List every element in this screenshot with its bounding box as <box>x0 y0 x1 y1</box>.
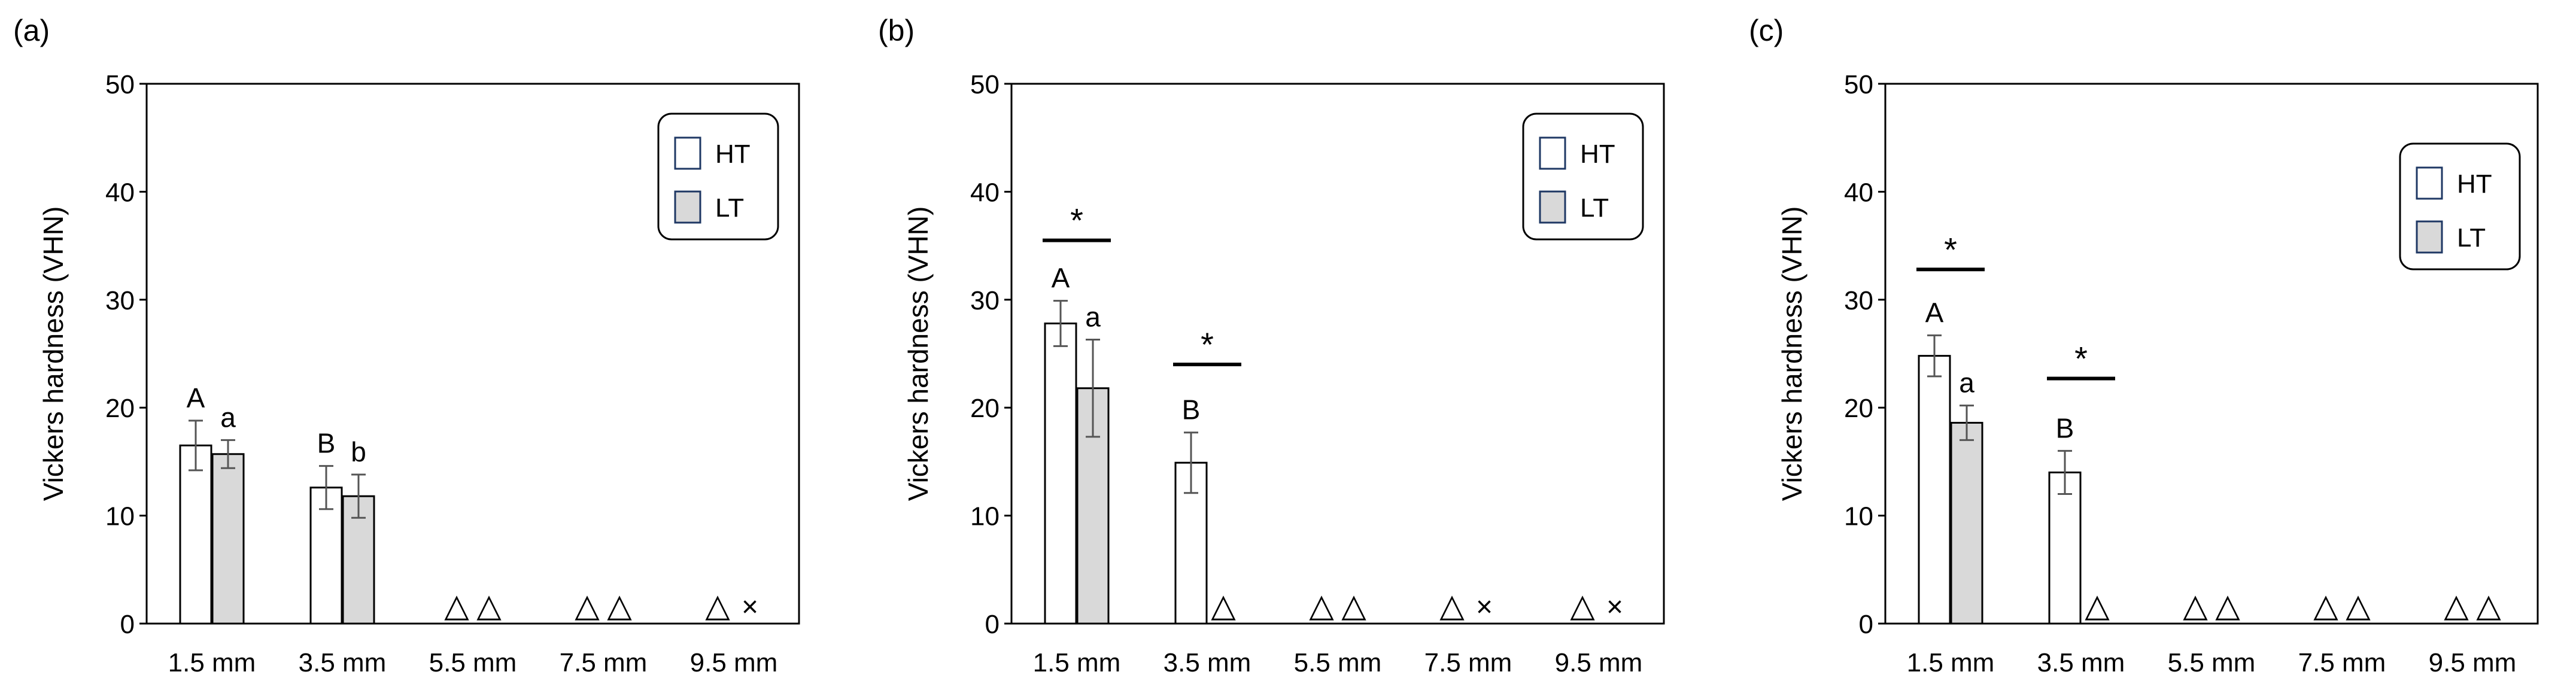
x-tick-label: 3.5 mm <box>2037 648 2125 677</box>
missing-marker: △ <box>2183 588 2208 624</box>
x-tick-label: 9.5 mm <box>1555 648 1643 677</box>
group-letter: A <box>1925 297 1944 328</box>
x-tick-label: 1.5 mm <box>1907 648 1995 677</box>
legend-label-ht: HT <box>2457 169 2492 199</box>
y-tick-label: 40 <box>105 178 135 207</box>
plot-frame <box>145 83 800 625</box>
plot-frame <box>1010 83 1665 625</box>
missing-marker: × <box>742 591 758 623</box>
significance-star: * <box>1944 230 1957 268</box>
legend-swatch-ht <box>1539 136 1566 170</box>
y-axis-label: Vickers hardness (VHN) <box>38 206 69 501</box>
y-tick-label: 50 <box>105 70 135 99</box>
x-tick-label: 7.5 mm <box>2298 648 2386 677</box>
y-tick-label: 10 <box>105 502 135 531</box>
missing-marker: △ <box>1439 588 1465 624</box>
bar-ht <box>2048 471 2082 625</box>
y-tick-label: 50 <box>970 70 1000 99</box>
y-tick-label: 20 <box>105 394 135 423</box>
missing-marker: △ <box>2444 588 2469 624</box>
group-letter: a <box>1085 302 1101 333</box>
y-tick-label: 30 <box>970 286 1000 315</box>
legend-swatch-lt <box>674 190 701 224</box>
chart-panel-a: (a) 0 10 20 30 40 50 Vickers hardness (VHN) 1.5 … <box>13 14 800 677</box>
bar-lt <box>211 453 245 625</box>
missing-marker: △ <box>705 588 730 624</box>
x-tick-label: 1.5 mm <box>168 648 256 677</box>
x-tick-label: 3.5 mm <box>299 648 387 677</box>
y-axis-label: Vickers hardness (VHN) <box>903 206 934 501</box>
bar-ht <box>1918 355 1951 625</box>
y-axis-label: Vickers hardness (VHN) <box>1776 206 1808 501</box>
legend-swatch-ht <box>2416 166 2443 200</box>
x-tick-label: 3.5 mm <box>1164 648 1251 677</box>
missing-marker: △ <box>1341 588 1366 624</box>
x-tick-label: 5.5 mm <box>2168 648 2256 677</box>
chart-panel-b: (b) 0 10 20 30 40 50 Vickers hardness (VHN) 1.5 … <box>878 14 1665 677</box>
missing-marker: △ <box>2476 588 2501 624</box>
y-tick-label: 10 <box>970 502 1000 531</box>
x-tick-label: 5.5 mm <box>429 648 517 677</box>
missing-marker: △ <box>1309 588 1334 624</box>
y-tick-label: 0 <box>985 610 1000 639</box>
missing-marker: × <box>1606 591 1623 623</box>
bar-lt <box>1950 421 1983 625</box>
missing-marker: △ <box>1211 588 1236 624</box>
x-tick-label: 5.5 mm <box>1294 648 1382 677</box>
missing-marker: △ <box>607 588 632 624</box>
group-letter: B <box>2056 412 2074 443</box>
y-tick-label: 40 <box>1844 178 1873 207</box>
group-letter: b <box>351 436 366 467</box>
missing-marker: △ <box>575 588 600 624</box>
y-tick-label: 40 <box>970 178 1000 207</box>
y-tick-label: 30 <box>1844 286 1873 315</box>
bar-ht <box>1044 322 1077 625</box>
y-tick-label: 50 <box>1844 70 1873 99</box>
significance-star: * <box>2074 339 2088 377</box>
y-tick-label: 10 <box>1844 502 1873 531</box>
missing-marker: △ <box>2215 588 2240 624</box>
x-tick-label: 7.5 mm <box>1424 648 1512 677</box>
y-tick-label: 0 <box>1859 610 1873 639</box>
missing-marker: △ <box>2313 588 2338 624</box>
legend-label-lt: LT <box>2457 223 2486 253</box>
panel-label: (a) <box>13 14 50 47</box>
x-tick-label: 7.5 mm <box>560 648 648 677</box>
y-tick-label: 20 <box>1844 394 1873 423</box>
group-letter: B <box>1182 394 1201 425</box>
legend-label-ht: HT <box>715 139 751 169</box>
missing-marker: △ <box>2346 588 2371 624</box>
group-letter: a <box>1959 367 1974 399</box>
legend-label-lt: LT <box>1580 193 1609 223</box>
missing-marker: △ <box>476 588 502 624</box>
missing-marker: × <box>1476 591 1493 623</box>
y-tick-label: 20 <box>970 394 1000 423</box>
significance-star: * <box>1070 202 1083 239</box>
missing-marker: △ <box>444 588 469 624</box>
x-tick-label: 9.5 mm <box>690 648 778 677</box>
y-tick-label: 30 <box>105 286 135 315</box>
plot-frame <box>1884 83 2539 625</box>
panel-label: (b) <box>878 14 915 47</box>
significance-star: * <box>1201 326 1214 363</box>
chart-panel-c: (c) 0 10 20 30 40 50 Vickers hardness (VHN) 1.5 … <box>1749 14 2539 677</box>
y-tick-label: 0 <box>120 610 135 639</box>
group-letter: a <box>220 402 236 433</box>
bar-ht <box>309 487 343 625</box>
panel-label: (c) <box>1749 14 1784 47</box>
group-letter: A <box>187 382 205 414</box>
legend-label-ht: HT <box>1580 139 1615 169</box>
group-letter: B <box>317 428 336 459</box>
legend-swatch-lt <box>1539 190 1566 224</box>
legend-label-lt: LT <box>715 193 744 223</box>
missing-marker: △ <box>2085 588 2110 624</box>
x-tick-label: 9.5 mm <box>2429 648 2517 677</box>
bar-ht <box>179 444 212 625</box>
x-tick-label: 1.5 mm <box>1033 648 1121 677</box>
legend-swatch-ht <box>674 136 701 170</box>
legend-swatch-lt <box>2416 220 2443 254</box>
missing-marker: △ <box>1570 588 1595 624</box>
group-letter: A <box>1052 263 1070 294</box>
